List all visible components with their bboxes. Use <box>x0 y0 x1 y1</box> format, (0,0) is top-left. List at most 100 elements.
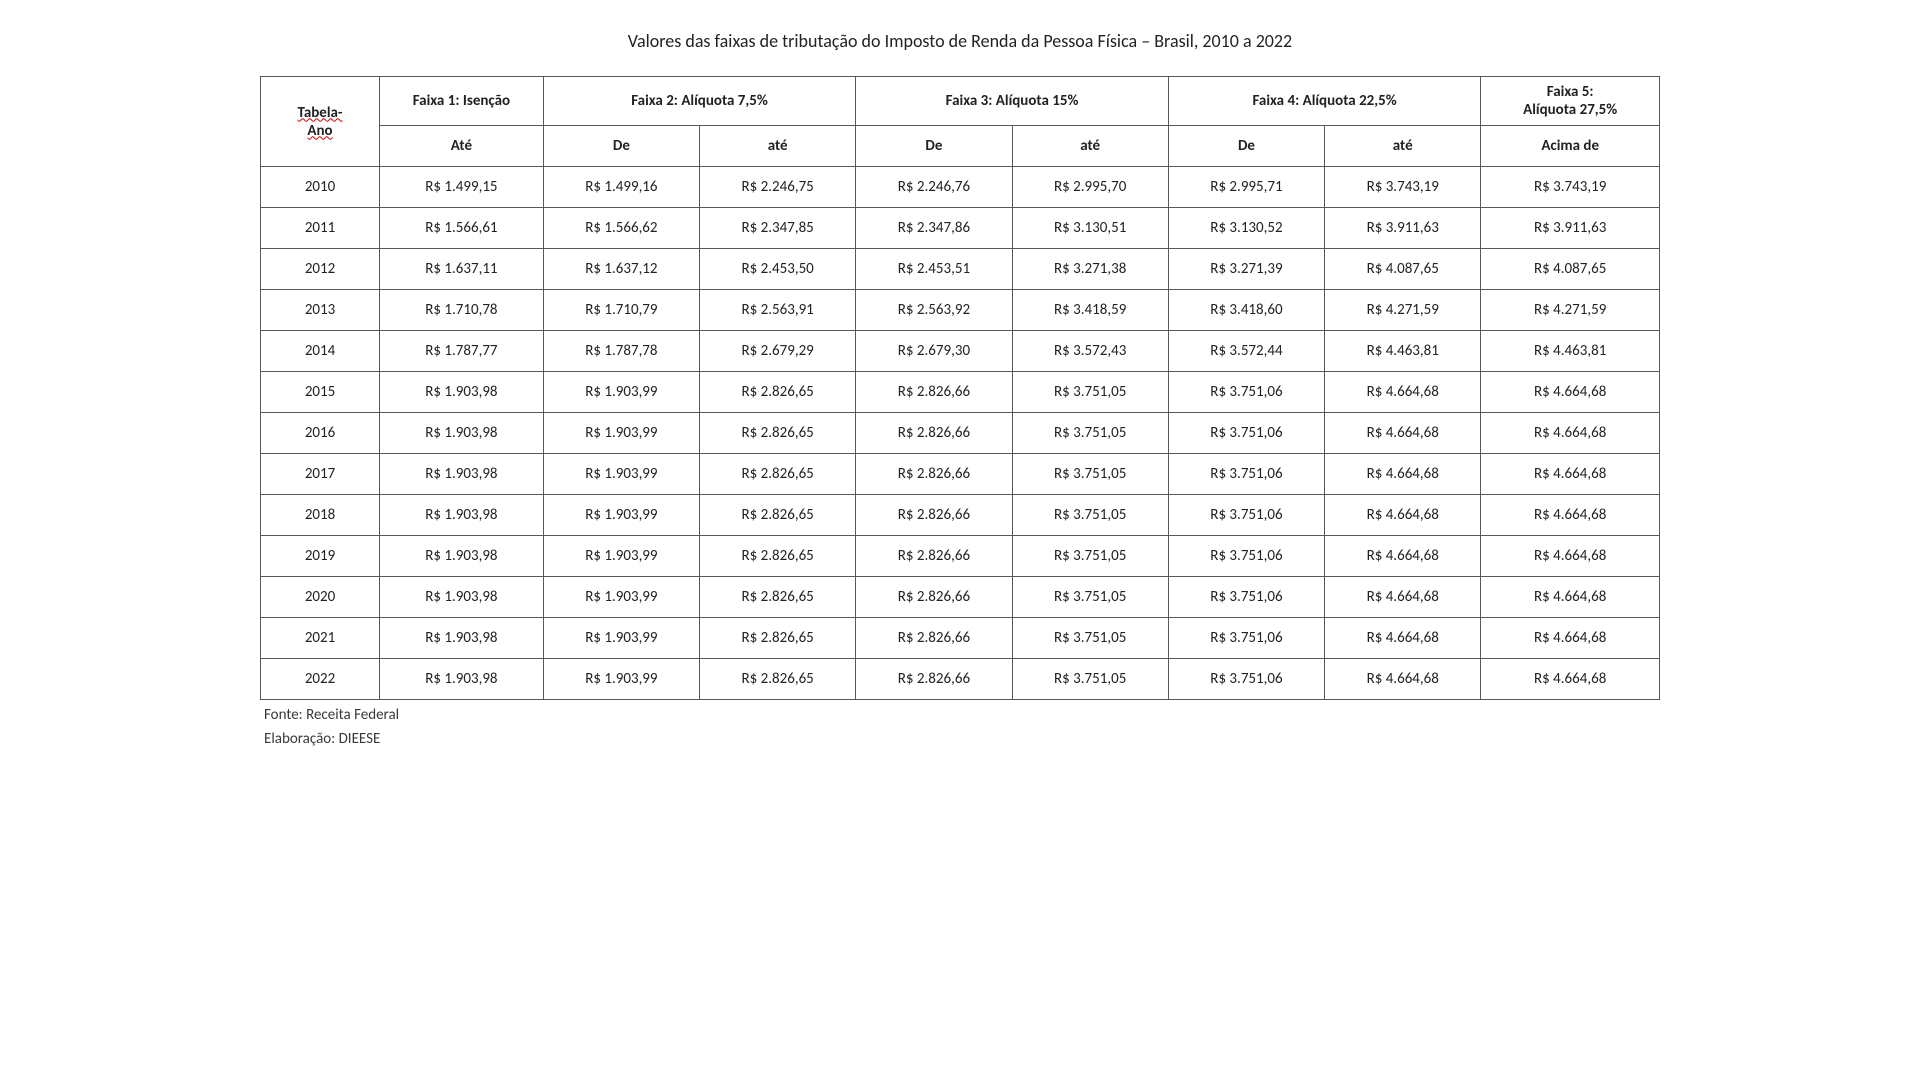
header-tabela-ano: Tabela- Ano <box>261 77 380 167</box>
table-cell: R$ 1.710,78 <box>380 290 544 331</box>
table-cell: R$ 4.664,68 <box>1325 577 1481 618</box>
table-cell: R$ 3.751,05 <box>1012 372 1168 413</box>
table-cell: R$ 1.903,98 <box>380 659 544 700</box>
table-cell: R$ 2.679,29 <box>700 331 856 372</box>
table-cell: R$ 1.637,12 <box>543 249 699 290</box>
subheader-f3-de: De <box>856 126 1012 167</box>
table-cell: R$ 2.826,66 <box>856 413 1012 454</box>
table-cell: R$ 2.563,92 <box>856 290 1012 331</box>
table-cell: R$ 3.751,05 <box>1012 536 1168 577</box>
subheader-f3-ate: até <box>1012 126 1168 167</box>
table-cell: R$ 3.418,60 <box>1168 290 1324 331</box>
table-cell: R$ 2.826,65 <box>700 577 856 618</box>
table-cell: R$ 1.903,98 <box>380 536 544 577</box>
table-cell: R$ 2.826,66 <box>856 372 1012 413</box>
table-cell: R$ 4.463,81 <box>1481 331 1660 372</box>
table-cell: 2021 <box>261 618 380 659</box>
table-row: 2021R$ 1.903,98R$ 1.903,99R$ 2.826,65 R$ … <box>261 618 1660 659</box>
table-cell: R$ 1.787,77 <box>380 331 544 372</box>
table-cell: R$ 3.911,63 <box>1325 208 1481 249</box>
table-cell: R$ 1.903,98 <box>380 454 544 495</box>
header-faixa5: Faixa 5: Alíquota 27,5% <box>1481 77 1660 126</box>
table-cell: R$ 3.751,05 <box>1012 454 1168 495</box>
table-cell: R$ 2.679,30 <box>856 331 1012 372</box>
table-row: 2012R$ 1.637,11R$ 1.637,12R$ 2.453,50R$ … <box>261 249 1660 290</box>
table-cell: 2016 <box>261 413 380 454</box>
table-cell: R$ 1.903,99 <box>543 495 699 536</box>
table-cell: R$ 4.664,68 <box>1325 536 1481 577</box>
subheader-f4-de: De <box>1168 126 1324 167</box>
subheader-f2-ate: até <box>700 126 856 167</box>
table-cell: R$ 2.347,85 <box>700 208 856 249</box>
table-cell: R$ 1.710,79 <box>543 290 699 331</box>
table-cell: R$ 4.087,65 <box>1481 249 1660 290</box>
header-faixa2: Faixa 2: Alíquota 7,5% <box>543 77 856 126</box>
table-cell: R$ 1.566,61 <box>380 208 544 249</box>
table-cell: R$ 4.664,68 <box>1325 372 1481 413</box>
table-cell: R$ 3.271,39 <box>1168 249 1324 290</box>
table-cell: R$ 3.743,19 <box>1325 167 1481 208</box>
table-row: 2010R$ 1.499,15R$ 1.499,16R$ 2.246,75R$ … <box>261 167 1660 208</box>
table-cell: R$ 4.664,68 <box>1481 536 1660 577</box>
table-cell: R$ 3.751,06 <box>1168 536 1324 577</box>
table-cell: R$ 1.903,98 <box>380 577 544 618</box>
table-cell: R$ 2.995,71 <box>1168 167 1324 208</box>
table-cell: R$ 2.347,86 <box>856 208 1012 249</box>
table-cell: 2015 <box>261 372 380 413</box>
table-row: 2015R$ 1.903,98R$ 1.903,99R$ 2.826,65R$ … <box>261 372 1660 413</box>
table-cell: R$ 3.751,06 <box>1168 495 1324 536</box>
subheader-f4-ate: até <box>1325 126 1481 167</box>
table-cell: R$ 4.664,68 <box>1481 495 1660 536</box>
table-row: 2019R$ 1.903,98R$ 1.903,99R$ 2.826,65R$ … <box>261 536 1660 577</box>
table-cell: R$ 2.246,75 <box>700 167 856 208</box>
table-cell: R$ 2.453,51 <box>856 249 1012 290</box>
table-header-row-1: Tabela- Ano Faixa 1: Isenção Faixa 2: Al… <box>261 77 1660 126</box>
table-cell: R$ 4.664,68 <box>1325 495 1481 536</box>
table-cell: R$ 1.903,98 <box>380 618 544 659</box>
table-cell: 2013 <box>261 290 380 331</box>
table-header-row-2: Até De até De até De até Acima de <box>261 126 1660 167</box>
table-cell: R$ 1.903,99 <box>543 577 699 618</box>
table-cell: R$ 1.637,11 <box>380 249 544 290</box>
table-cell: R$ 2.453,50 <box>700 249 856 290</box>
table-cell: R$ 2.826,65 <box>700 618 856 659</box>
table-cell: R$ 4.271,59 <box>1325 290 1481 331</box>
table-cell: R$ 1.903,99 <box>543 413 699 454</box>
table-cell: R$ 2.826,65 <box>700 413 856 454</box>
table-cell: R$ 1.499,16 <box>543 167 699 208</box>
table-cell: R$ 2.826,65 <box>700 372 856 413</box>
table-cell: R$ 2.826,66 <box>856 454 1012 495</box>
table-cell: R$ 1.903,99 <box>543 618 699 659</box>
table-cell: R$ 2.563,91 <box>700 290 856 331</box>
table-cell: R$ 3.751,06 <box>1168 618 1324 659</box>
table-cell: R$ 1.903,99 <box>543 659 699 700</box>
table-cell: R$ 3.751,06 <box>1168 454 1324 495</box>
document-container: Valores das faixas de tributação do Impo… <box>260 30 1660 748</box>
table-cell: R$ 4.664,68 <box>1325 454 1481 495</box>
table-cell: R$ 2.826,66 <box>856 536 1012 577</box>
table-cell: 2011 <box>261 208 380 249</box>
table-cell: R$ 3.130,51 <box>1012 208 1168 249</box>
table-row: 2016R$ 1.903,98R$ 1.903,99R$ 2.826,65R$ … <box>261 413 1660 454</box>
table-cell: R$ 2.826,66 <box>856 495 1012 536</box>
table-cell: R$ 3.751,05 <box>1012 577 1168 618</box>
table-cell: 2022 <box>261 659 380 700</box>
table-row: 2011R$ 1.566,61R$ 1.566,62R$ 2.347,85R$ … <box>261 208 1660 249</box>
table-cell: R$ 2.826,65 <box>700 536 856 577</box>
table-cell: R$ 3.743,19 <box>1481 167 1660 208</box>
table-cell: 2012 <box>261 249 380 290</box>
table-cell: R$ 3.751,06 <box>1168 577 1324 618</box>
table-cell: R$ 1.903,99 <box>543 454 699 495</box>
table-cell: R$ 3.751,06 <box>1168 413 1324 454</box>
table-row: 2022R$ 1.903,98R$ 1.903,99R$ 2.826,65R$ … <box>261 659 1660 700</box>
table-cell: R$ 3.751,06 <box>1168 659 1324 700</box>
table-cell: R$ 1.903,98 <box>380 413 544 454</box>
table-row: 2017R$ 1.903,98R$ 1.903,99R$ 2.826,65R$ … <box>261 454 1660 495</box>
table-cell: R$ 3.572,43 <box>1012 331 1168 372</box>
table-header: Tabela- Ano Faixa 1: Isenção Faixa 2: Al… <box>261 77 1660 167</box>
table-cell: R$ 1.903,98 <box>380 372 544 413</box>
table-cell: R$ 4.664,68 <box>1325 659 1481 700</box>
table-cell: R$ 4.664,68 <box>1325 618 1481 659</box>
tax-brackets-table: Tabela- Ano Faixa 1: Isenção Faixa 2: Al… <box>260 76 1660 700</box>
table-cell: R$ 3.271,38 <box>1012 249 1168 290</box>
